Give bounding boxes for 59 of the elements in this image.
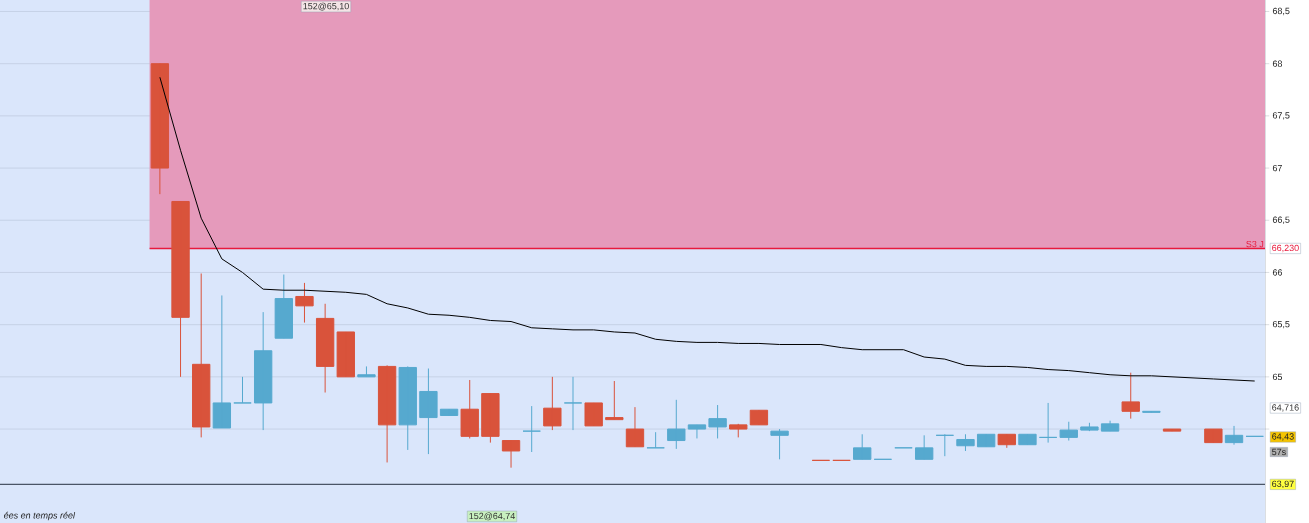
- candlestick: [605, 380, 624, 421]
- text: 64,43: [1272, 433, 1294, 441]
- candlestick: [749, 409, 769, 426]
- y-tick-label: 66: [1272, 269, 1283, 276]
- candlestick: [584, 402, 603, 427]
- y-tick-label: 65,5: [1272, 320, 1290, 329]
- candlestick: [729, 423, 748, 438]
- candlestick: [501, 440, 521, 469]
- candlestick: [853, 433, 872, 460]
- y-tick-label: 66,5: [1272, 216, 1290, 224]
- candlestick: [687, 424, 707, 439]
- y-tick-label: 65: [1272, 373, 1283, 381]
- ref-line-label: 63,97: [1272, 480, 1294, 489]
- candlestick: [439, 408, 459, 416]
- candlestick: [295, 282, 314, 324]
- candlestick: [274, 274, 293, 339]
- annotation: 152@65,10: [303, 2, 349, 11]
- candlestick: [646, 431, 665, 449]
- candlestick: [253, 311, 273, 431]
- candlestick: [914, 434, 934, 460]
- candlestick: [1121, 372, 1140, 420]
- candlestick: [1059, 421, 1078, 442]
- candlestick: [481, 393, 500, 444]
- candlestick: [543, 376, 562, 431]
- candlestick: [336, 331, 355, 378]
- candlestick: [212, 294, 232, 429]
- candlestick: [233, 376, 252, 404]
- y-tick-label: 67,5: [1272, 112, 1290, 120]
- candlestick: [522, 405, 541, 453]
- candlestick: [1142, 410, 1161, 413]
- text: 66,230: [1272, 244, 1299, 253]
- candlestick: [171, 200, 190, 378]
- candlestick: [1018, 433, 1037, 446]
- candlestick: [1162, 428, 1182, 432]
- candlestick: [997, 433, 1016, 449]
- y-tick-label: 67: [1272, 164, 1282, 172]
- annotation: 152@64,74: [469, 512, 515, 521]
- candlestick: [419, 368, 438, 455]
- candlestick: [935, 433, 954, 457]
- candlestick: [667, 399, 686, 450]
- candlestick: [1038, 402, 1058, 444]
- text: 57s: [1272, 448, 1286, 456]
- candlestick: [192, 273, 211, 438]
- candlestick: [1100, 420, 1120, 432]
- ref-line-label: S3 J: [1246, 240, 1264, 248]
- candlestick: [398, 365, 417, 451]
- candlestick: [357, 365, 376, 378]
- text: ées en temps réel: [4, 511, 76, 521]
- candlestick: [770, 428, 789, 460]
- candlestick: [976, 433, 996, 448]
- y-tick-label: 68,5: [1272, 7, 1290, 16]
- candlestick: [708, 404, 727, 439]
- candlestick: [1080, 422, 1099, 432]
- candlestick: [956, 433, 975, 452]
- y-tick-label: 68: [1272, 60, 1283, 67]
- candlestick: [1204, 428, 1223, 444]
- text: 64,716: [1272, 404, 1299, 412]
- candlestick: [460, 379, 479, 439]
- candlestick: [563, 376, 583, 431]
